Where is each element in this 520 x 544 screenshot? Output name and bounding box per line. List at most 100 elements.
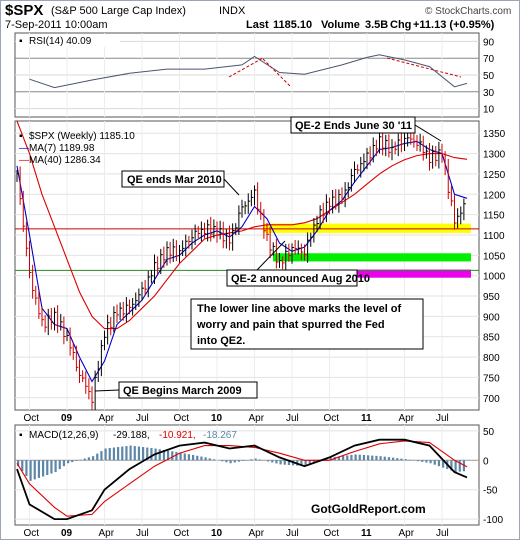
macd-histogram-bar xyxy=(142,447,144,460)
macd-histogram-bar xyxy=(80,460,82,461)
macd-histogram-bar xyxy=(221,460,223,461)
ma40-legend-icon: — xyxy=(19,155,29,166)
date-label: 7-Sep-2011 10:00am xyxy=(5,19,108,31)
ma7-legend: MA(7) 1189.98 xyxy=(29,143,95,154)
macd-histogram-bar xyxy=(180,453,182,461)
macd-legend-v1: -29.188, xyxy=(113,430,150,441)
macd-tick-label: 0 xyxy=(483,456,489,467)
price-panel: 1350130012501200115011001050100095090085… xyxy=(15,117,506,410)
volume-label: Volume xyxy=(321,19,360,31)
macd-histogram-bar xyxy=(105,449,107,461)
x-axis-label: Jul xyxy=(286,413,299,424)
macd-histogram-bar xyxy=(88,457,90,460)
x-axis-label: Apr xyxy=(249,528,265,539)
macd-histogram-bar xyxy=(55,460,57,472)
price-tick-label: 1150 xyxy=(483,211,505,222)
macd-histogram-bar xyxy=(392,458,394,461)
x-axis-label: Apr xyxy=(399,413,415,424)
macd-histogram-bar xyxy=(42,460,44,476)
macd-histogram-bar xyxy=(184,453,186,460)
rsi-tick-label: 90 xyxy=(483,37,495,48)
macd-histogram-bar xyxy=(234,460,236,462)
description: (S&P 500 Large Cap Index) xyxy=(51,5,186,17)
x-axis-label: Oct xyxy=(174,413,190,424)
price-tick-label: 800 xyxy=(483,353,500,364)
macd-histogram-bar xyxy=(213,459,215,460)
macd-histogram-bar xyxy=(71,460,73,462)
macd-tick-label: 50 xyxy=(483,427,495,438)
macd-histogram-bar xyxy=(196,456,198,461)
macd-histogram-bar xyxy=(259,460,261,461)
macd-histogram-bar xyxy=(359,455,361,461)
macd-histogram-bar xyxy=(121,447,123,461)
x-axis-label: Oct xyxy=(174,528,190,539)
macd-histogram-bar xyxy=(355,454,357,460)
macd-histogram-bar xyxy=(34,460,36,479)
qe2-ends-label: QE-2 Ends June 30 '11 xyxy=(295,120,412,132)
macd-histogram-bar xyxy=(138,447,140,461)
macd-histogram-bar xyxy=(380,456,382,460)
macd-histogram-bar xyxy=(405,459,407,460)
macd-histogram-bar xyxy=(46,460,48,475)
ma7-legend-icon: — xyxy=(19,143,29,154)
ma40-legend: MA(40) 1286.34 xyxy=(29,155,101,166)
macd-histogram-bar xyxy=(267,460,269,461)
x-axis-label: 10 xyxy=(211,528,223,539)
qe2-announced-label: QE-2 announced Aug 2010 xyxy=(231,273,370,285)
x-axis-label: Apr xyxy=(399,528,415,539)
branding: GotGoldReport.com xyxy=(311,502,426,516)
macd-histogram-bar xyxy=(400,459,402,461)
macd-histogram-bar xyxy=(225,460,227,462)
macd-histogram-bar xyxy=(275,460,277,463)
x-axis-label: 11 xyxy=(361,413,372,424)
macd-histogram-bar xyxy=(67,460,69,463)
macd-histogram-bar xyxy=(109,448,111,460)
rsi-tick-label: 10 xyxy=(483,105,495,116)
macd-histogram-bar xyxy=(30,460,32,481)
price-legend-icon: ▪ xyxy=(19,131,23,142)
macd-histogram-bar xyxy=(396,458,398,460)
macd-histogram-bar xyxy=(250,459,252,460)
rsi-legend: RSI(14) 40.09 xyxy=(29,36,92,47)
x-axis-label: 11 xyxy=(361,528,372,539)
macd-histogram-bar xyxy=(134,446,136,460)
x-axis-label: Oct xyxy=(324,413,340,424)
macd-histogram-bar xyxy=(117,447,119,460)
macd-histogram-bar xyxy=(125,446,127,460)
x-axis-label: Apr xyxy=(99,413,115,424)
macd-histogram-bar xyxy=(209,458,211,460)
price-legend: $SPX (Weekly) 1185.10 xyxy=(29,131,135,142)
macd-histogram-bar xyxy=(230,460,232,463)
macd-histogram-bar xyxy=(205,457,207,460)
macd-histogram-bar xyxy=(188,454,190,460)
macd-histogram-bar xyxy=(384,457,386,461)
symbol: $SPX xyxy=(5,2,43,19)
macd-legend-v2: -10.921, xyxy=(159,430,196,441)
macd-histogram-bar xyxy=(59,460,61,469)
macd-histogram-bar xyxy=(425,460,427,462)
x-axis-label: Jul xyxy=(136,528,149,539)
last-label: Last xyxy=(246,19,269,31)
macd-histogram-bar xyxy=(200,457,202,461)
price-tick-label: 750 xyxy=(483,373,500,384)
macd-histogram-bar xyxy=(371,456,373,461)
note-line-1: The lower line above marks the level of xyxy=(197,303,402,315)
macd-histogram-bar xyxy=(75,460,77,461)
macd-histogram-bar xyxy=(455,460,457,472)
green-band xyxy=(273,253,471,261)
macd-histogram-bar xyxy=(25,460,27,476)
x-axis-label: Jul xyxy=(136,413,149,424)
macd-legend-main: MACD(12,26,9) xyxy=(29,430,98,441)
exchange: INDX xyxy=(219,5,246,17)
x-axis-label: Apr xyxy=(249,413,265,424)
price-tick-label: 950 xyxy=(483,292,500,303)
rsi-tick-label: 50 xyxy=(483,71,495,82)
macd-histogram-bar xyxy=(430,460,432,463)
macd-histogram-bar xyxy=(388,457,390,460)
price-tick-label: 700 xyxy=(483,394,500,405)
macd-histogram-bar xyxy=(342,456,344,460)
macd-histogram-bar xyxy=(113,448,115,461)
macd-histogram-bar xyxy=(363,455,365,460)
